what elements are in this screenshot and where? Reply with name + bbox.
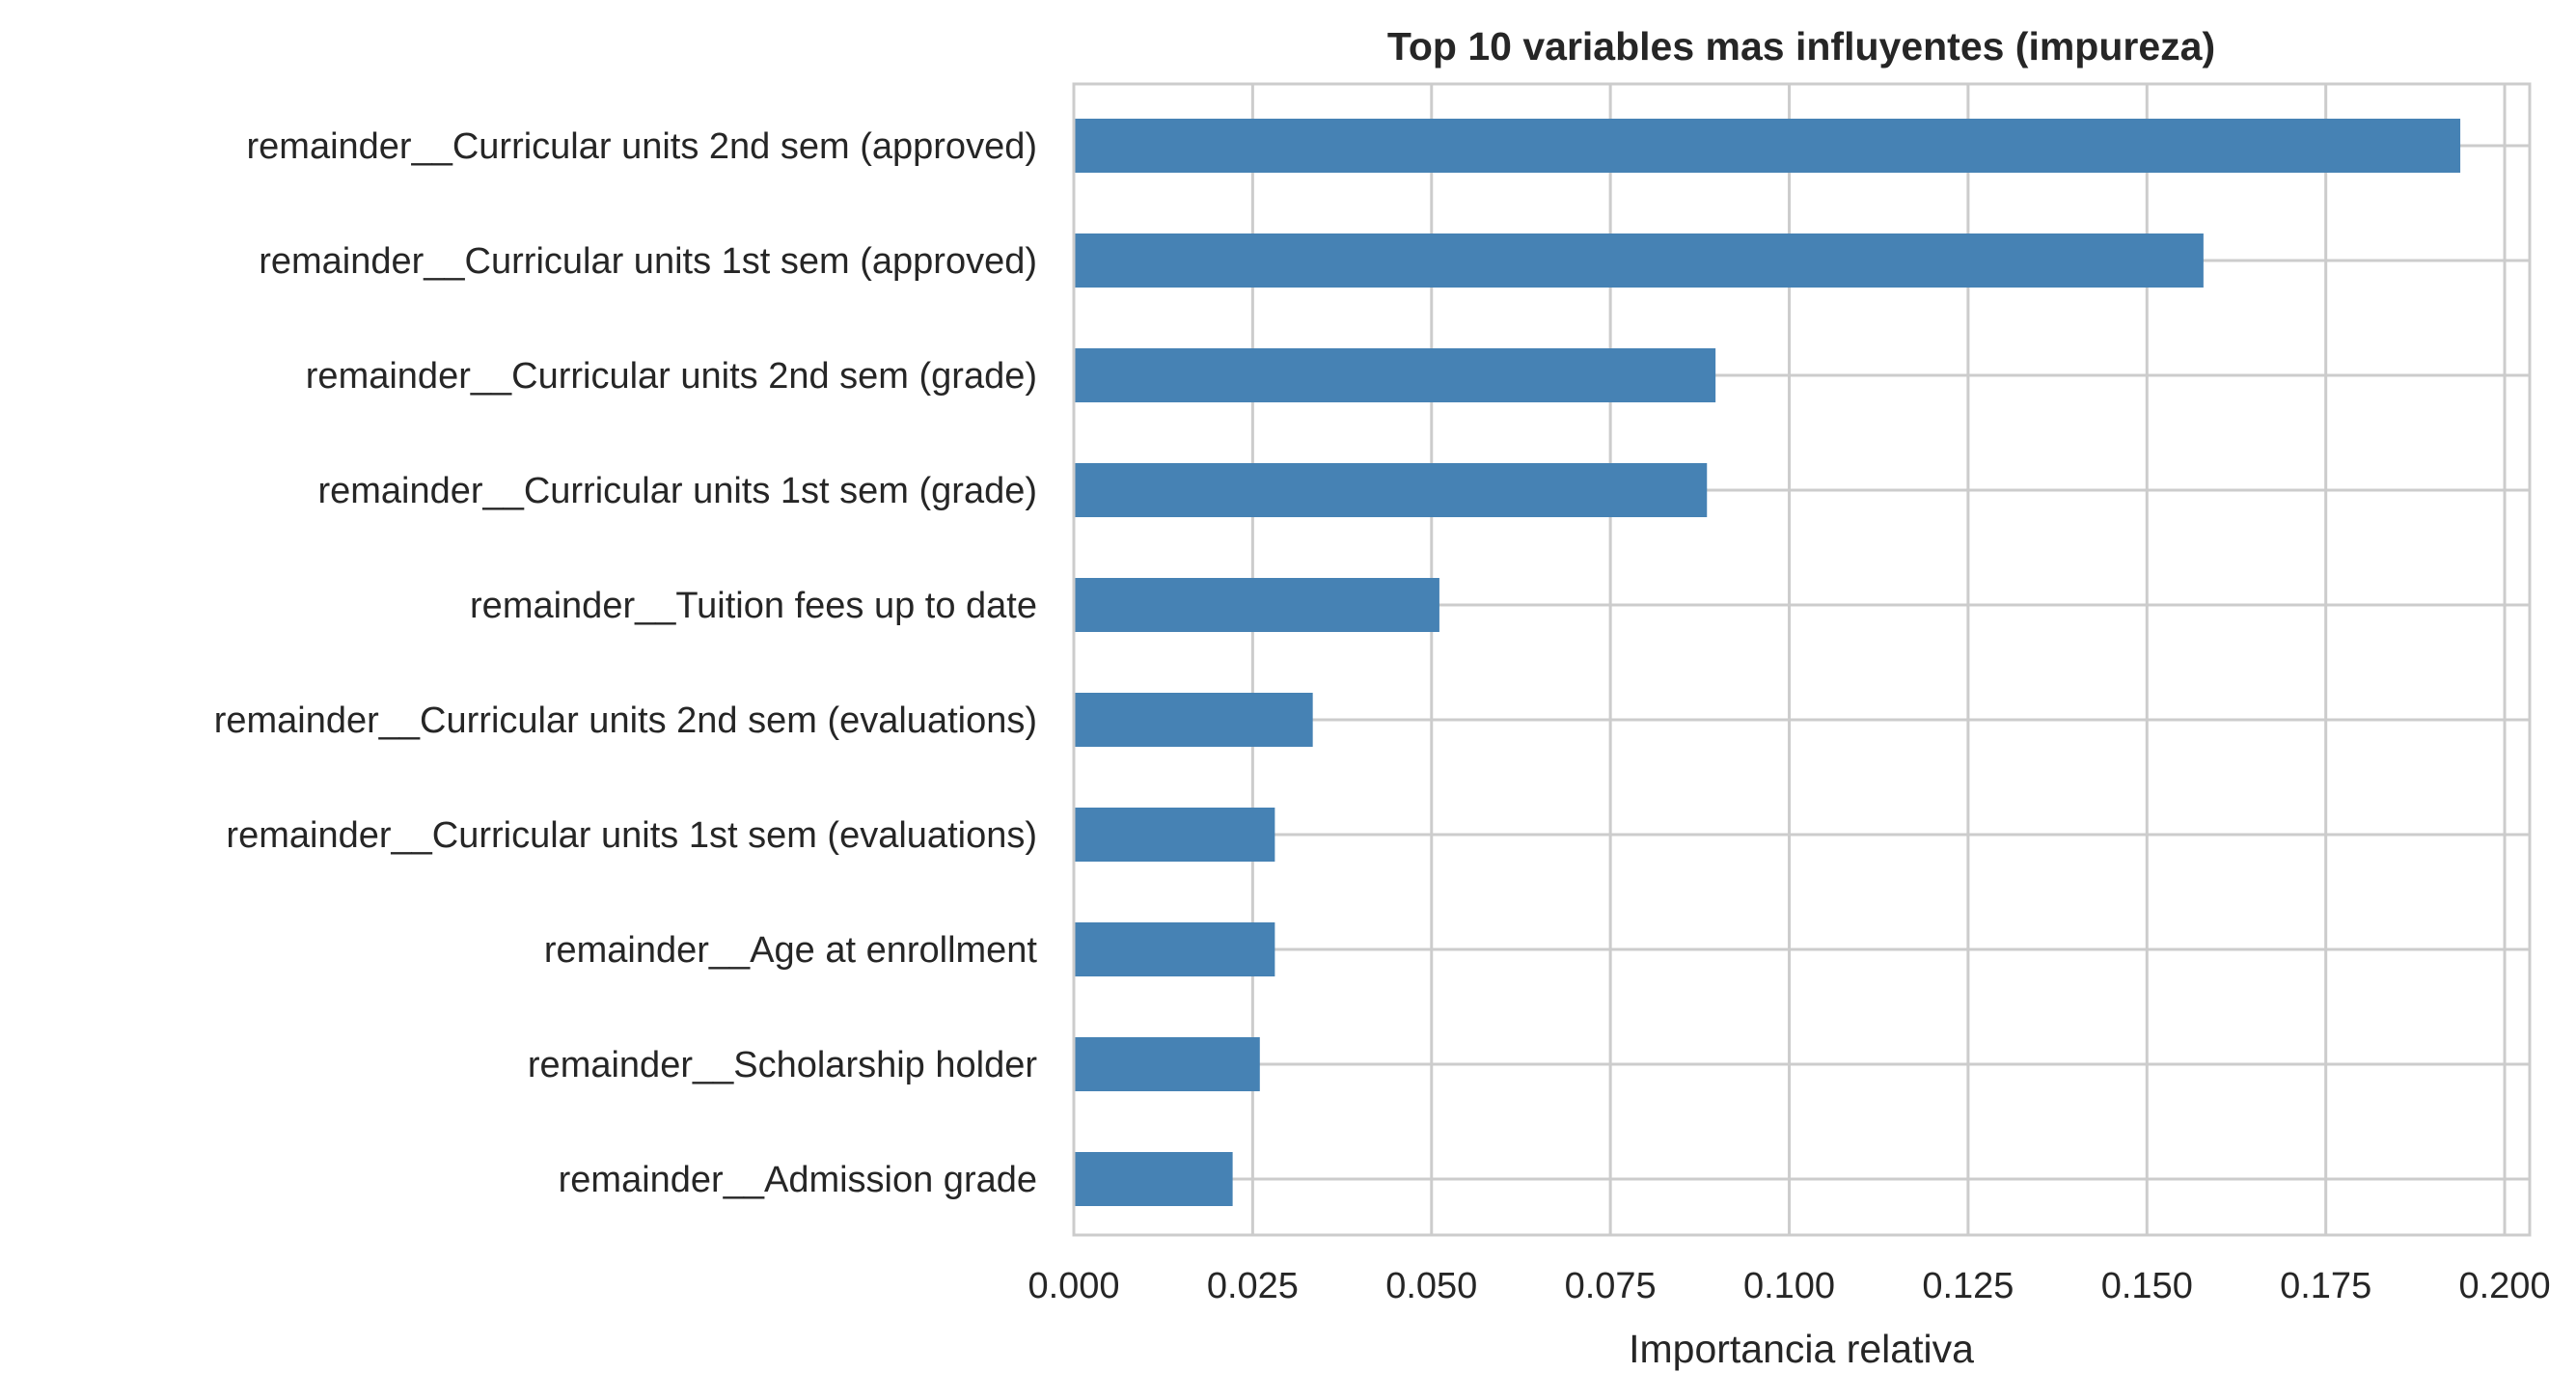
bar [1074, 1037, 1260, 1091]
bars [1074, 119, 2461, 1206]
bar [1074, 693, 1313, 747]
x-tick-label: 0.050 [1385, 1266, 1477, 1306]
y-tick-label: remainder__Age at enrollment [544, 930, 1038, 971]
y-tick-label: remainder__Curricular units 2nd sem (gra… [306, 356, 1037, 397]
x-tick-label: 0.075 [1565, 1266, 1657, 1306]
y-tick-label: remainder__Admission grade [559, 1160, 1037, 1200]
x-tick-label: 0.175 [2280, 1266, 2371, 1306]
y-tick-label: remainder__Curricular units 1st sem (gra… [317, 471, 1037, 511]
bar [1074, 1152, 1233, 1206]
x-tick-label: 0.200 [2458, 1266, 2550, 1306]
chart-title: Top 10 variables mas influyentes (impure… [1387, 24, 2215, 69]
bar [1074, 578, 1439, 632]
y-tick-label: remainder__Curricular units 2nd sem (app… [247, 126, 1038, 167]
x-tick-label: 0.150 [2101, 1266, 2193, 1306]
x-tick-label: 0.025 [1207, 1266, 1299, 1306]
x-tick-label: 0.125 [1922, 1266, 2014, 1306]
plot-frame [1072, 82, 2532, 1237]
x-axis-label: Importancia relativa [1629, 1327, 1974, 1371]
y-tick-label: remainder__Tuition fees up to date [470, 586, 1037, 626]
bar [1074, 233, 2204, 288]
bar [1074, 348, 1716, 402]
bar [1074, 922, 1275, 976]
x-tick-labels: 0.000 0.025 0.050 0.075 0.100 0.125 0.150 0.175… [1028, 1266, 2550, 1306]
x-tick-label: 0.100 [1743, 1266, 1835, 1306]
y-tick-label: remainder__Scholarship holder [528, 1045, 1037, 1085]
bar [1074, 463, 1708, 517]
y-tick-label: remainder__Curricular units 1st sem (eva… [226, 815, 1037, 856]
bar [1074, 808, 1275, 862]
y-tick-label: remainder__Curricular units 2nd sem (eva… [214, 700, 1037, 741]
y-tick-labels: remainder__Curricular units 2nd sem (app… [214, 126, 1038, 1200]
bar [1074, 119, 2461, 173]
y-tick-label: remainder__Curricular units 1st sem (app… [259, 241, 1037, 282]
x-tick-label: 0.000 [1028, 1266, 1119, 1306]
